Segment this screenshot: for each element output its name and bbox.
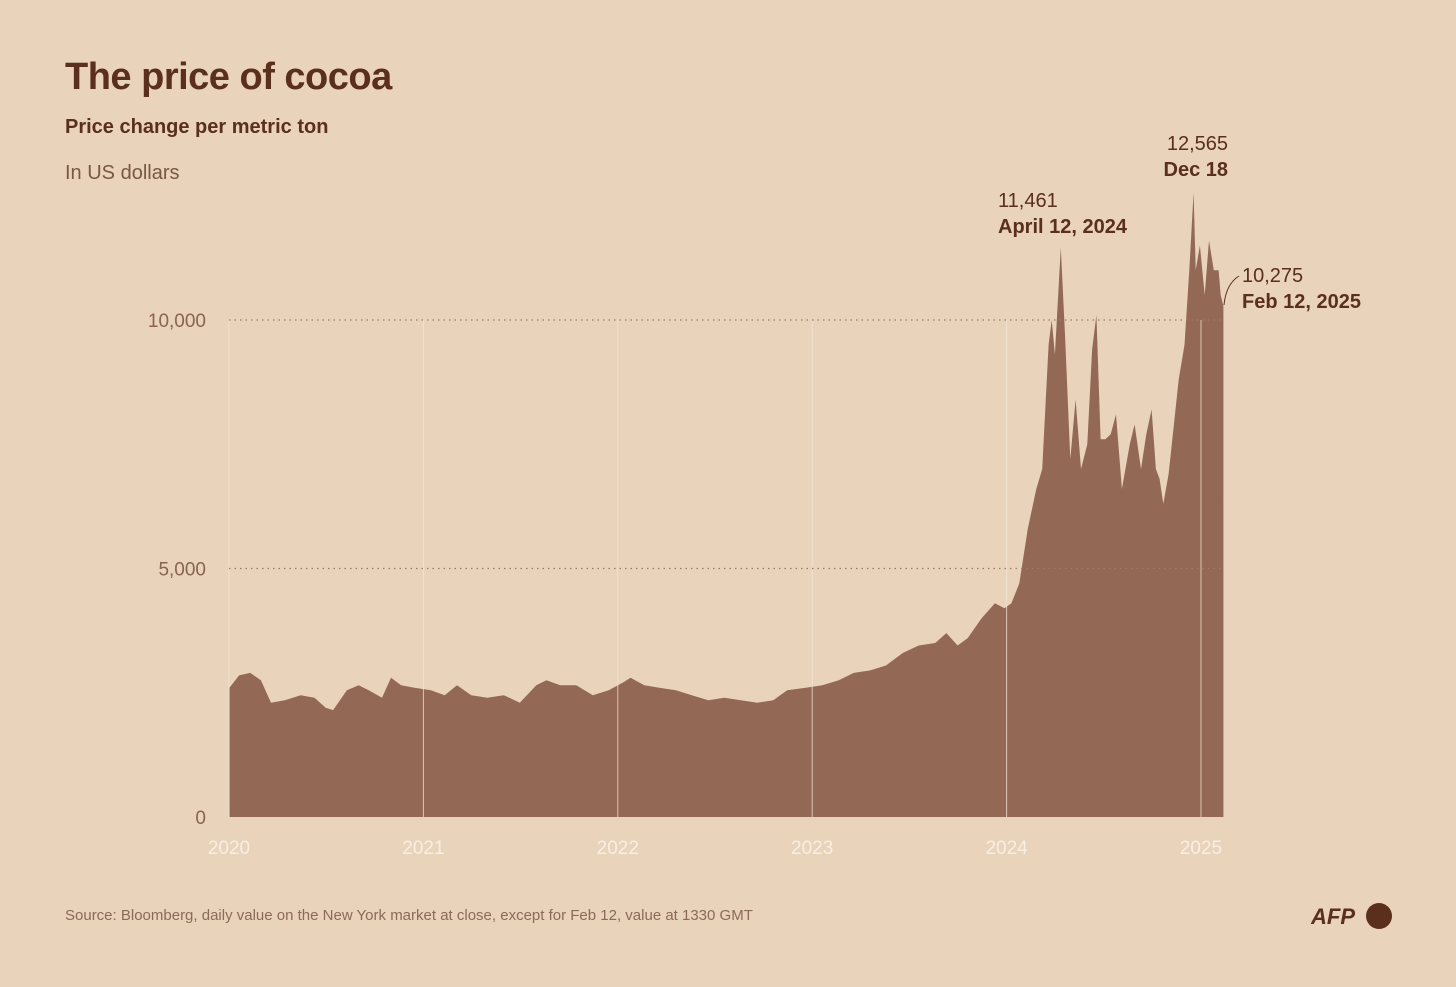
annotation-date: April 12, 2024 — [998, 216, 1128, 238]
x-tick-label: 2023 — [791, 838, 833, 859]
x-tick-label: 2022 — [597, 838, 639, 859]
price-area — [229, 192, 1224, 817]
x-tick-label: 2020 — [208, 838, 250, 859]
annotation-value: 10,275 — [1242, 265, 1303, 287]
y-tick-label: 10,000 — [148, 311, 206, 332]
annotation-date: Feb 12, 2025 — [1242, 291, 1361, 313]
y-tick-label: 5,000 — [158, 560, 206, 581]
x-tick-label: 2021 — [402, 838, 444, 859]
annotation-leader-line — [1223, 275, 1240, 306]
x-tick-label: 2024 — [985, 838, 1028, 859]
annotation-value: 11,461 — [998, 190, 1058, 212]
unit-label: In US dollars — [65, 162, 180, 184]
annotation-date: Dec 18 — [1164, 159, 1229, 181]
chart-title: The price of cocoa — [65, 56, 392, 98]
y-tick-label: 0 — [195, 808, 206, 829]
annotation-value: 12,565 — [1167, 133, 1228, 155]
chart-subtitle: Price change per metric ton — [65, 116, 329, 138]
afp-logo: AFP — [1310, 900, 1395, 937]
x-tick-label: 2025 — [1180, 838, 1222, 859]
source-note: Source: Bloomberg, daily value on the Ne… — [65, 907, 753, 924]
svg-text:AFP: AFP — [1311, 904, 1355, 929]
